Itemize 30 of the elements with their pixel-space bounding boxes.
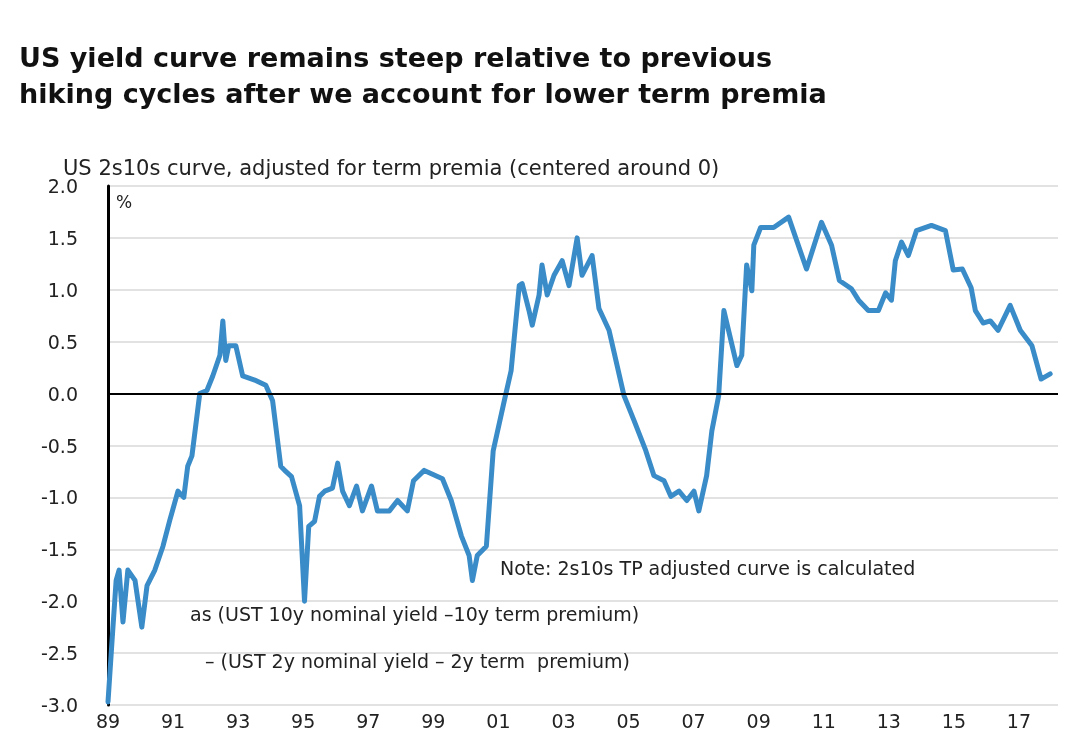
x-tick-label: 15 (941, 709, 966, 732)
x-tick-label: 09 (746, 709, 771, 732)
y-axis-title: % (116, 191, 133, 212)
x-tick-label: 93 (226, 709, 251, 732)
y-tick-label: -1.0 (40, 486, 78, 509)
x-tick-label: 91 (160, 709, 186, 732)
y-tick-label: 1.0 (47, 278, 78, 301)
y-tick-label: -3.0 (40, 694, 78, 716)
y-tick-label: 0.5 (47, 330, 78, 353)
y-tick-label: 1.5 (47, 226, 78, 249)
y-tick-label: 0.0 (47, 382, 78, 405)
x-tick-label: 95 (291, 709, 316, 732)
x-tick-label: 01 (486, 709, 511, 732)
y-tick-label: -2.5 (40, 642, 78, 665)
y-tick-label: -1.5 (40, 538, 78, 561)
y-tick-label: -0.5 (40, 434, 78, 457)
y-tick-label: -2.0 (40, 590, 78, 613)
x-tick-label: 89 (95, 709, 121, 732)
annotation: as (UST 10y nominal yield –10y term premium) (190, 602, 640, 625)
x-tick-label: 03 (551, 709, 576, 732)
annotation: Note: 2s10s TP adjusted curve is calculated (500, 556, 916, 579)
x-tick-label: 11 (811, 709, 836, 732)
x-tick-label: 99 (421, 709, 446, 732)
chart-title: US yield curve remains steep relative to previous hiking cycles after we account for lower term premia (19, 41, 827, 109)
x-tick-label: 13 (876, 709, 901, 732)
x-tick-label: 05 (616, 709, 641, 732)
x-tick-label: 07 (681, 709, 706, 732)
annotation: – (UST 2y nominal yield – 2y term premium) (205, 649, 630, 672)
x-tick-label: 17 (1006, 709, 1032, 732)
x-tick-label: 97 (356, 709, 381, 732)
